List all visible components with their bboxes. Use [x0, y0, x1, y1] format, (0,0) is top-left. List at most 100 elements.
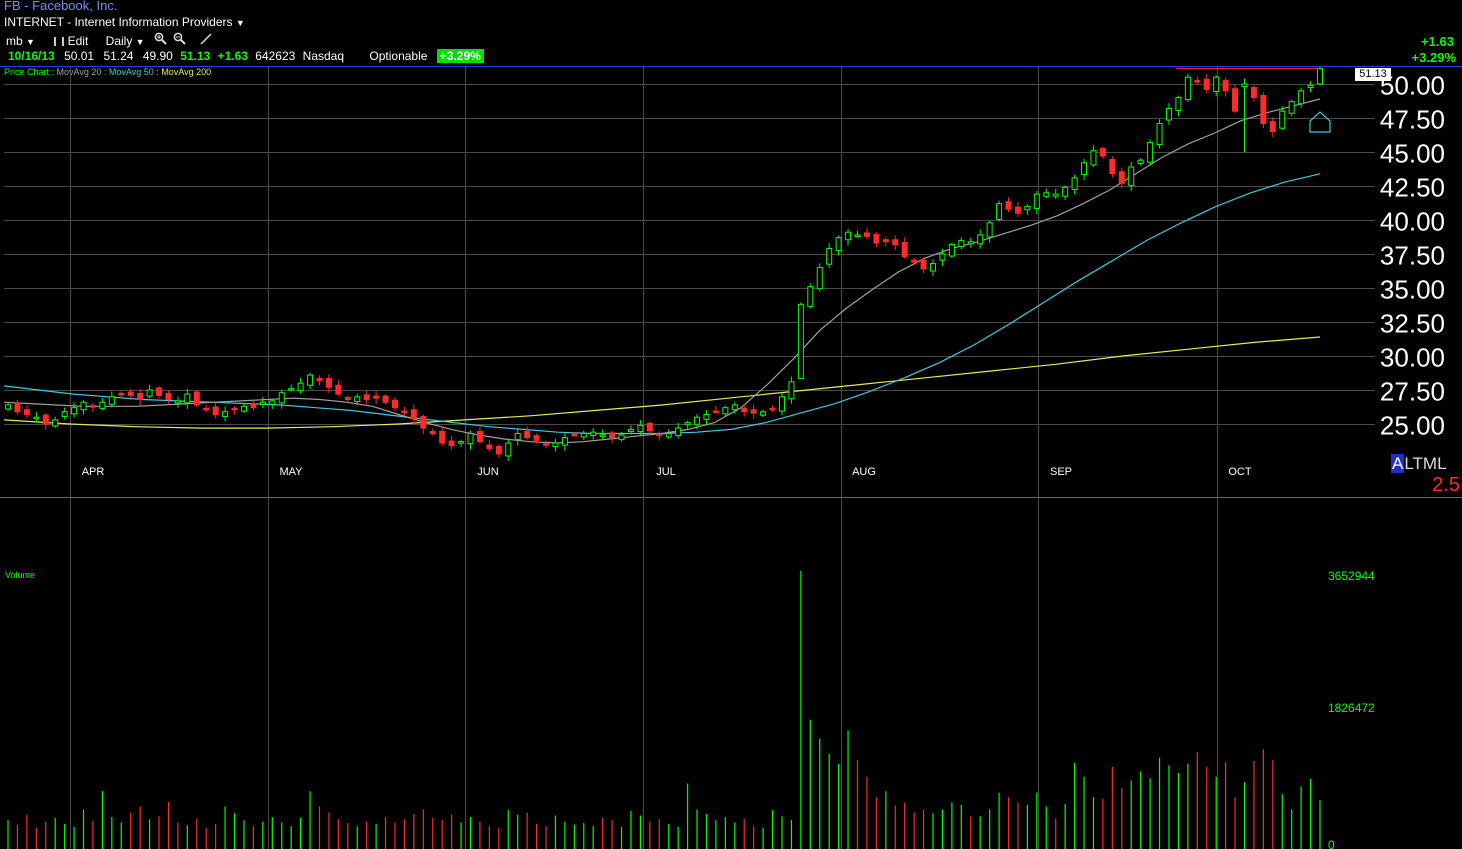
- candle-body: [873, 233, 880, 244]
- month-axis-label: AUG: [852, 466, 876, 478]
- candle-body: [354, 396, 361, 403]
- candle-body: [458, 441, 465, 444]
- candle-body: [930, 263, 937, 272]
- candle-body: [1232, 88, 1239, 112]
- quote-volume: 642623: [255, 49, 296, 63]
- alt-indicator[interactable]: ALTML: [1391, 454, 1447, 474]
- edit-button[interactable]: Edit: [54, 34, 88, 48]
- period-label: Daily: [105, 34, 133, 48]
- candle-body: [108, 396, 115, 405]
- candle-body: [439, 430, 446, 444]
- legend-ma20: MovAvg 20 :: [56, 67, 107, 77]
- candle-body: [401, 410, 408, 414]
- draw-tool-icon[interactable]: [199, 32, 213, 48]
- candle-body: [609, 432, 616, 439]
- candle-body: [1033, 193, 1040, 209]
- candle-body: [1024, 205, 1031, 211]
- candle-body: [193, 391, 200, 406]
- alt-indicator-rest: LTML: [1404, 454, 1447, 473]
- candle-body: [911, 259, 918, 263]
- candle-body: [948, 243, 955, 257]
- candle-body: [231, 407, 238, 411]
- candle-body: [344, 396, 351, 401]
- candle-body: [543, 443, 550, 446]
- candle-body: [288, 388, 295, 391]
- price-axis-tick: 32.50: [1380, 309, 1445, 339]
- period-selector[interactable]: Daily ▼: [106, 34, 145, 48]
- candle-body: [23, 409, 30, 415]
- candle-body: [1307, 84, 1314, 88]
- candle-body: [1156, 122, 1163, 146]
- price-axis-tick: 37.50: [1380, 241, 1445, 271]
- candle-body: [1071, 177, 1078, 190]
- grid-lines: [4, 66, 1375, 849]
- candle-body: [1147, 141, 1154, 163]
- candle-body: [769, 407, 776, 411]
- candle-body: [722, 407, 729, 415]
- candle-body: [14, 402, 21, 413]
- candle-body: [1250, 86, 1257, 99]
- candle-body: [750, 409, 757, 414]
- change-abs: +1.63: [1421, 34, 1454, 49]
- user-menu[interactable]: mb ▼: [6, 34, 35, 48]
- candle-body: [1222, 80, 1229, 92]
- candle-body: [1128, 166, 1135, 186]
- candle-body: [146, 389, 153, 397]
- candle-body: [71, 407, 78, 415]
- candle-body: [760, 411, 767, 416]
- user-label: mb: [6, 34, 23, 48]
- quote-pct-badge: +3.29%: [436, 49, 484, 63]
- chart-title: FB - Facebook, Inc.: [4, 0, 118, 13]
- month-axis-label: APR: [82, 466, 105, 478]
- industry-selector[interactable]: INTERNET - Internet Information Provider…: [4, 15, 245, 29]
- volume-axis-tick: 0: [1328, 838, 1335, 849]
- candle-body: [222, 411, 229, 418]
- candle-body: [99, 401, 106, 409]
- candle-body: [1109, 158, 1116, 175]
- candle-body: [731, 404, 738, 411]
- candle-body: [80, 401, 87, 411]
- candle-body: [495, 445, 502, 455]
- candle-body: [1081, 162, 1088, 175]
- candle-body: [712, 410, 719, 414]
- candle-body: [127, 391, 134, 396]
- candle-body: [269, 400, 276, 405]
- candle-body: [684, 422, 691, 426]
- candle-body: [618, 434, 625, 441]
- change-pct: +3.29%: [1411, 50, 1456, 65]
- candle-body: [590, 431, 597, 437]
- quote-date: 10/16/13: [8, 49, 55, 63]
- candle-body: [599, 434, 606, 437]
- price-axis-tick: 30.00: [1380, 343, 1445, 373]
- candle-body: [250, 403, 257, 409]
- candle-body: [1241, 83, 1248, 88]
- candle-body: [939, 253, 946, 261]
- candle-body: [835, 237, 842, 252]
- candle-body: [816, 267, 823, 290]
- quote-change: +1.63: [217, 49, 248, 63]
- chevron-down-icon: ▼: [135, 37, 145, 47]
- candle-body: [448, 440, 455, 447]
- candle-body: [420, 416, 427, 429]
- volume-panel-label: Volume: [5, 570, 35, 580]
- candle-body: [1260, 95, 1267, 124]
- toolbar: mb ▼ Edit Daily ▼: [6, 32, 213, 48]
- month-axis-label: JUN: [477, 466, 498, 478]
- candle-body: [646, 422, 653, 432]
- price-axis-tick: 27.50: [1380, 377, 1445, 407]
- candle-body: [967, 241, 974, 245]
- zoom-out-icon[interactable]: [173, 32, 187, 48]
- candle-body: [1279, 110, 1286, 129]
- candle-body: [1005, 201, 1012, 210]
- candle-body: [1184, 76, 1191, 101]
- quote-high: 51.24: [103, 49, 134, 63]
- candle-body: [703, 413, 710, 420]
- candle-body: [382, 395, 389, 403]
- candle-body: [1165, 107, 1172, 121]
- zoom-in-icon[interactable]: [154, 32, 168, 48]
- month-axis-label: OCT: [1228, 466, 1252, 478]
- candle-body: [580, 433, 587, 438]
- candle-body: [203, 407, 210, 411]
- month-axis-label: SEP: [1050, 466, 1072, 478]
